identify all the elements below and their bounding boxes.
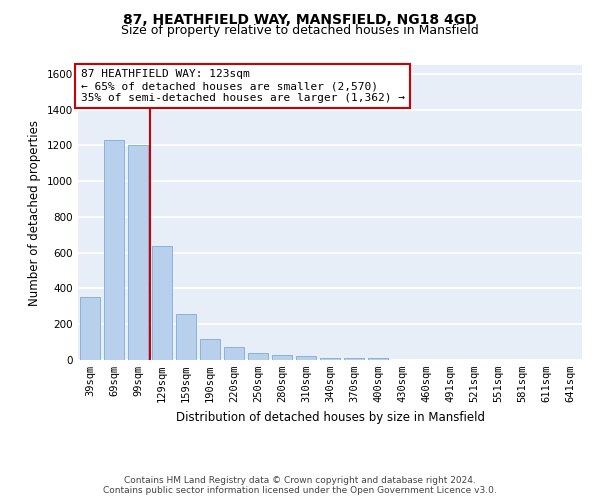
Text: 87, HEATHFIELD WAY, MANSFIELD, NG18 4GD: 87, HEATHFIELD WAY, MANSFIELD, NG18 4GD	[123, 12, 477, 26]
Bar	[152, 246, 172, 360]
Bar	[176, 314, 196, 360]
Text: Contains HM Land Registry data © Crown copyright and database right 2024.
Contai: Contains HM Land Registry data © Crown c…	[103, 476, 497, 495]
Bar	[320, 358, 340, 360]
X-axis label: Distribution of detached houses by size in Mansfield: Distribution of detached houses by size …	[176, 410, 485, 424]
Bar	[344, 358, 364, 360]
Bar	[248, 353, 268, 360]
Bar	[224, 346, 244, 360]
Bar	[272, 354, 292, 360]
Text: Size of property relative to detached houses in Mansfield: Size of property relative to detached ho…	[121, 24, 479, 37]
Bar	[104, 140, 124, 360]
Bar	[200, 338, 220, 360]
Bar	[80, 298, 100, 360]
Bar	[296, 356, 316, 360]
Bar	[368, 358, 388, 360]
Y-axis label: Number of detached properties: Number of detached properties	[28, 120, 41, 306]
Bar	[128, 146, 148, 360]
Text: 87 HEATHFIELD WAY: 123sqm
← 65% of detached houses are smaller (2,570)
35% of se: 87 HEATHFIELD WAY: 123sqm ← 65% of detac…	[80, 70, 404, 102]
